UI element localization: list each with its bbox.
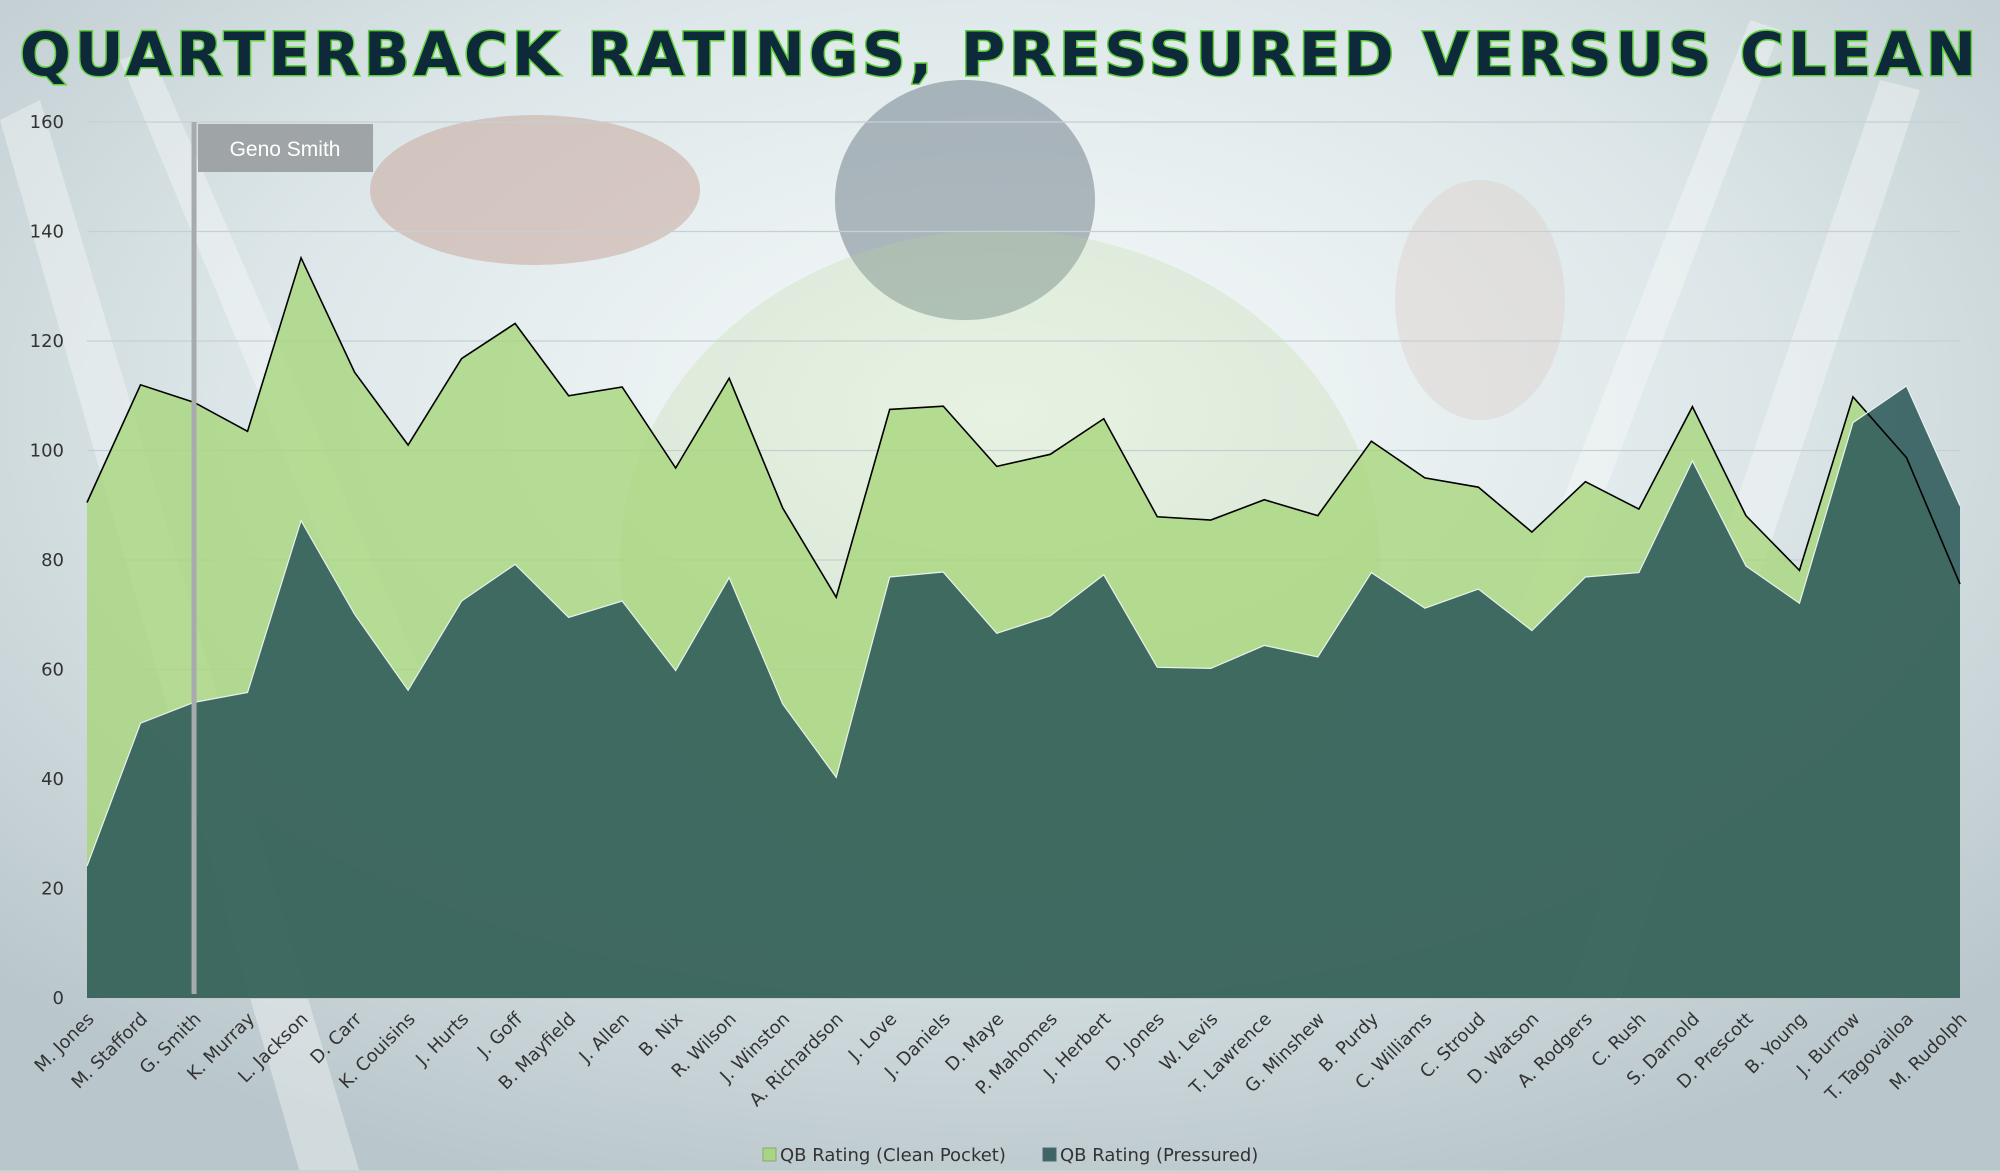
y-tick-label: 60 bbox=[41, 660, 64, 681]
legend-swatch-1 bbox=[1042, 1147, 1057, 1162]
helmet-decoration bbox=[835, 80, 1095, 320]
y-tick-label: 140 bbox=[30, 222, 64, 243]
y-tick-label: 160 bbox=[30, 112, 64, 133]
legend: QB Rating (Clean Pocket) QB Rating (Press… bbox=[762, 1145, 1258, 1166]
annotation-label: Geno Smith bbox=[230, 138, 341, 161]
y-tick-label: 20 bbox=[41, 879, 64, 900]
x-tick-label: A. Richardson bbox=[745, 1009, 847, 1111]
annotation: Geno Smith bbox=[191, 122, 374, 994]
series-line-clean-pocket bbox=[86, 255, 1961, 600]
hand-decoration bbox=[1395, 180, 1565, 420]
areas bbox=[86, 255, 1961, 998]
legend-swatch-0 bbox=[762, 1147, 777, 1162]
annotation-box bbox=[198, 124, 374, 172]
y-axis-ticks: 0 20 40 60 80 100 120 140 160 bbox=[30, 112, 64, 1009]
x-tick-label: J. Allen bbox=[575, 1009, 634, 1068]
area-series-pressured bbox=[87, 385, 1960, 998]
x-tick-label: B. Nix bbox=[635, 1008, 688, 1061]
chart-title: QUARTERBACK RATINGS, PRESSURED VERSUS CL… bbox=[20, 20, 1980, 90]
y-tick-label: 0 bbox=[53, 988, 64, 1009]
y-tick-label: 100 bbox=[30, 441, 64, 462]
title-group: QUARTERBACK RATINGS, PRESSURED VERSUS CL… bbox=[18, 19, 1980, 92]
series-line-pressured bbox=[86, 384, 1961, 867]
x-tick-label: J. Hurts bbox=[411, 1009, 473, 1071]
legend-label-0: QB Rating (Clean Pocket) bbox=[780, 1145, 1006, 1166]
y-tick-label: 120 bbox=[30, 331, 64, 352]
x-tick-label: D. Jones bbox=[1102, 1009, 1169, 1076]
y-tick-label: 80 bbox=[41, 550, 64, 571]
legend-label-1: QB Rating (Pressured) bbox=[1060, 1145, 1258, 1166]
football-decoration bbox=[370, 115, 700, 265]
y-tick-label: 40 bbox=[41, 769, 64, 790]
